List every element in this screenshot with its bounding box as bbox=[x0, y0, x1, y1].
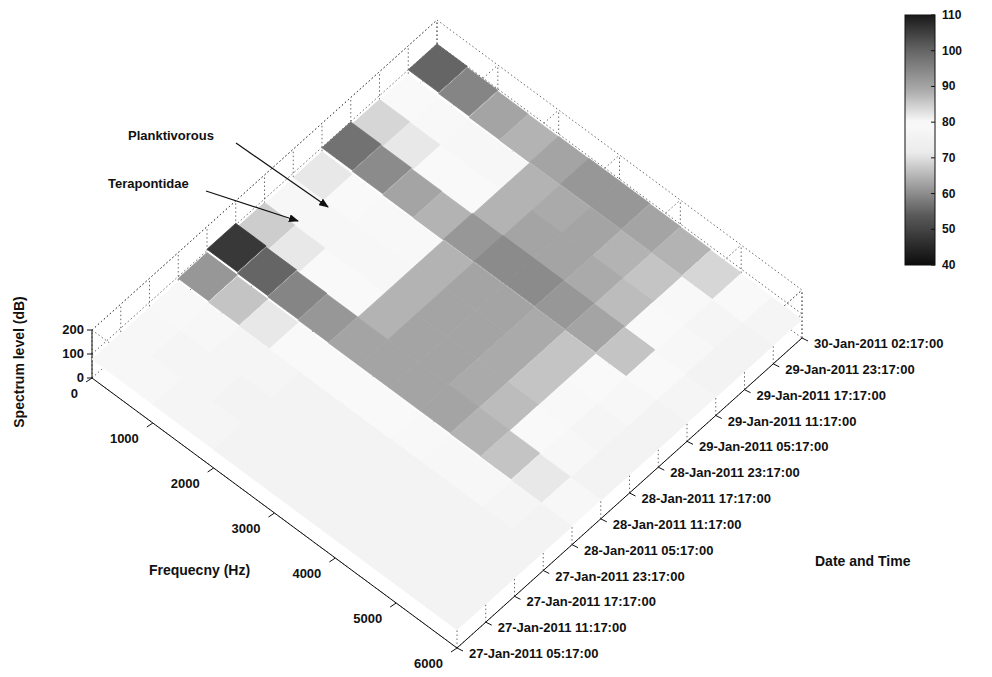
x-tick bbox=[208, 468, 214, 472]
grid-line bbox=[92, 330, 457, 600]
x-tick bbox=[390, 603, 396, 607]
grid-line bbox=[275, 155, 620, 465]
y-tick-label: 27-Jan-2011 11:17:00 bbox=[498, 620, 627, 635]
colorbar-tick-label: 60 bbox=[942, 187, 956, 201]
grid-line bbox=[437, 68, 802, 338]
annotation-label: Planktivorous bbox=[128, 128, 214, 143]
z-tick bbox=[87, 354, 92, 355]
colorbar-tick bbox=[931, 86, 935, 87]
grid-line bbox=[214, 110, 559, 420]
surface bbox=[92, 44, 802, 630]
axes bbox=[92, 330, 802, 648]
grid-line bbox=[437, 44, 802, 314]
colorbar-tick bbox=[931, 50, 935, 51]
x-tick bbox=[269, 513, 275, 517]
grid-line bbox=[92, 44, 437, 354]
grid bbox=[92, 20, 802, 648]
y-tick-label: 29-Jan-2011 05:17:00 bbox=[699, 439, 828, 454]
annotation-arrow bbox=[206, 191, 298, 221]
y-tick-label: 29-Jan-2011 11:17:00 bbox=[728, 414, 857, 429]
y-tick bbox=[630, 493, 636, 496]
grid-line bbox=[153, 65, 498, 375]
grid-line bbox=[335, 200, 680, 510]
y-tick-label: 29-Jan-2011 17:17:00 bbox=[757, 388, 886, 403]
grid-line bbox=[396, 245, 741, 555]
colorbar-tick bbox=[931, 157, 935, 158]
y-tick bbox=[572, 545, 578, 548]
colorbar-tick-label: 50 bbox=[942, 222, 956, 236]
z-tick-label: 200 bbox=[62, 322, 84, 337]
grid-line bbox=[437, 20, 802, 290]
colorbar-tick-label: 70 bbox=[942, 151, 956, 165]
annotation-arrow bbox=[236, 143, 328, 207]
y-tick bbox=[773, 364, 779, 367]
grid-line bbox=[92, 20, 437, 330]
y-tick-label: 27-Jan-2011 23:17:00 bbox=[555, 569, 684, 584]
x-tick-label: 4000 bbox=[292, 566, 321, 581]
x-tick-label: 0 bbox=[71, 386, 78, 401]
surface-cell bbox=[427, 581, 486, 629]
grid-line bbox=[92, 68, 437, 378]
page: {"chart_data": { "type": "surface", "x_l… bbox=[0, 0, 992, 677]
y-tick bbox=[457, 648, 463, 651]
y-tick-label: 27-Jan-2011 17:17:00 bbox=[527, 594, 656, 609]
annotation-label: Terapontidae bbox=[108, 176, 189, 191]
grid-line bbox=[92, 378, 457, 648]
y-tick bbox=[515, 596, 521, 599]
y-tick-label: 28-Jan-2011 23:17:00 bbox=[670, 465, 799, 480]
colorbar-tick bbox=[931, 193, 935, 194]
z-tick bbox=[87, 378, 92, 379]
x-tick-label: 1000 bbox=[110, 431, 139, 446]
y-axis-title: Date and Time bbox=[815, 553, 911, 569]
z-tick-label: 100 bbox=[62, 346, 84, 361]
x-tick-label: 2000 bbox=[171, 476, 200, 491]
x-axis-line bbox=[92, 378, 457, 648]
colorbar-scale bbox=[905, 15, 935, 265]
x-tick-label: 3000 bbox=[232, 521, 261, 536]
y-tick bbox=[716, 416, 722, 419]
y-tick bbox=[486, 622, 492, 625]
x-tick bbox=[451, 648, 457, 652]
y-tick bbox=[601, 519, 607, 522]
colorbar-tick bbox=[931, 229, 935, 230]
y-tick bbox=[802, 338, 808, 341]
grid-line bbox=[802, 290, 803, 338]
y-tick-label: 28-Jan-2011 17:17:00 bbox=[642, 491, 771, 506]
grid-line bbox=[802, 290, 803, 338]
colorbar-tick-label: 110 bbox=[942, 8, 962, 22]
y-tick-label: 29-Jan-2011 23:17:00 bbox=[785, 362, 914, 377]
y-axis-line bbox=[457, 338, 802, 648]
y-tick-label: 28-Jan-2011 05:17:00 bbox=[584, 543, 713, 558]
y-tick-label: 27-Jan-2011 05:17:00 bbox=[469, 646, 598, 661]
y-tick-label: 30-Jan-2011 02:17:00 bbox=[814, 336, 943, 351]
x-tick bbox=[147, 423, 153, 427]
colorbar-tick bbox=[931, 15, 935, 16]
grid-line bbox=[457, 338, 802, 648]
colorbar-tick-label: 80 bbox=[942, 115, 956, 129]
x-tick-label: 5000 bbox=[353, 611, 382, 626]
y-tick bbox=[658, 467, 664, 470]
grid-line bbox=[92, 20, 437, 330]
z-tick-label: 0 bbox=[77, 370, 84, 385]
y-tick-label: 28-Jan-2011 11:17:00 bbox=[613, 517, 742, 532]
z-axis-title: Spectrum level (dB) bbox=[11, 296, 27, 427]
x-tick-label: 6000 bbox=[414, 656, 443, 671]
labels: 010002000300040005000600027-Jan-2011 05:… bbox=[11, 128, 943, 671]
chart: 010002000300040005000600027-Jan-2011 05:… bbox=[0, 0, 992, 677]
x-axis-title: Frequecny (Hz) bbox=[149, 562, 250, 578]
colorbar-tick bbox=[931, 265, 935, 266]
colorbar-tick-label: 40 bbox=[942, 258, 956, 272]
z-tick bbox=[87, 330, 92, 331]
colorbar-tick bbox=[931, 122, 935, 123]
x-tick bbox=[329, 558, 335, 562]
colorbar-tick-label: 100 bbox=[942, 44, 962, 58]
colorbar-tick-label: 90 bbox=[942, 79, 956, 93]
colorbar: 40 50 60 70 80 90 100 110 bbox=[905, 8, 962, 272]
y-tick bbox=[543, 571, 549, 574]
x-tick bbox=[86, 378, 92, 382]
y-tick bbox=[745, 390, 751, 393]
y-tick bbox=[687, 441, 693, 444]
